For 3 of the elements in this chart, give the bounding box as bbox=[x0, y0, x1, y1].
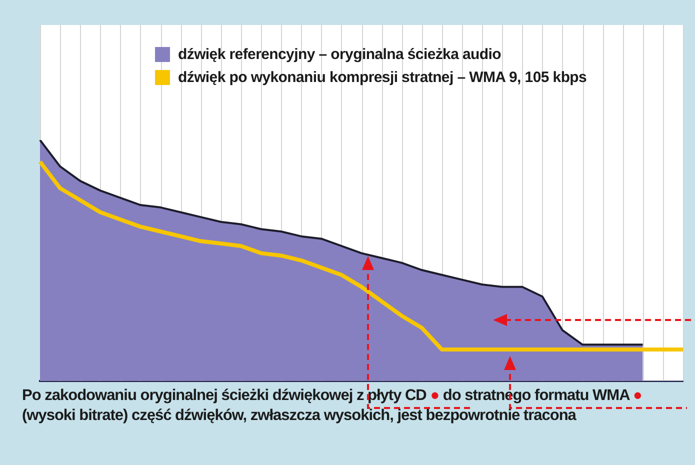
text: Po zakodowaniu oryginalnej ścieżki dźwiękowej z płyty CD ● do stratnego formatu WMA ● (wysoki bitrate) część dźwięków, zwłaszcza wysokich, jest bezpowrotnie tracona bbox=[22, 387, 642, 424]
legend-label: dźwięk po wykonaniu kompresji stratnej – WMA 9, 105 kbps bbox=[178, 69, 587, 86]
legend-label: dźwięk referencyjny – oryginalna ścieżka audio bbox=[178, 46, 502, 63]
